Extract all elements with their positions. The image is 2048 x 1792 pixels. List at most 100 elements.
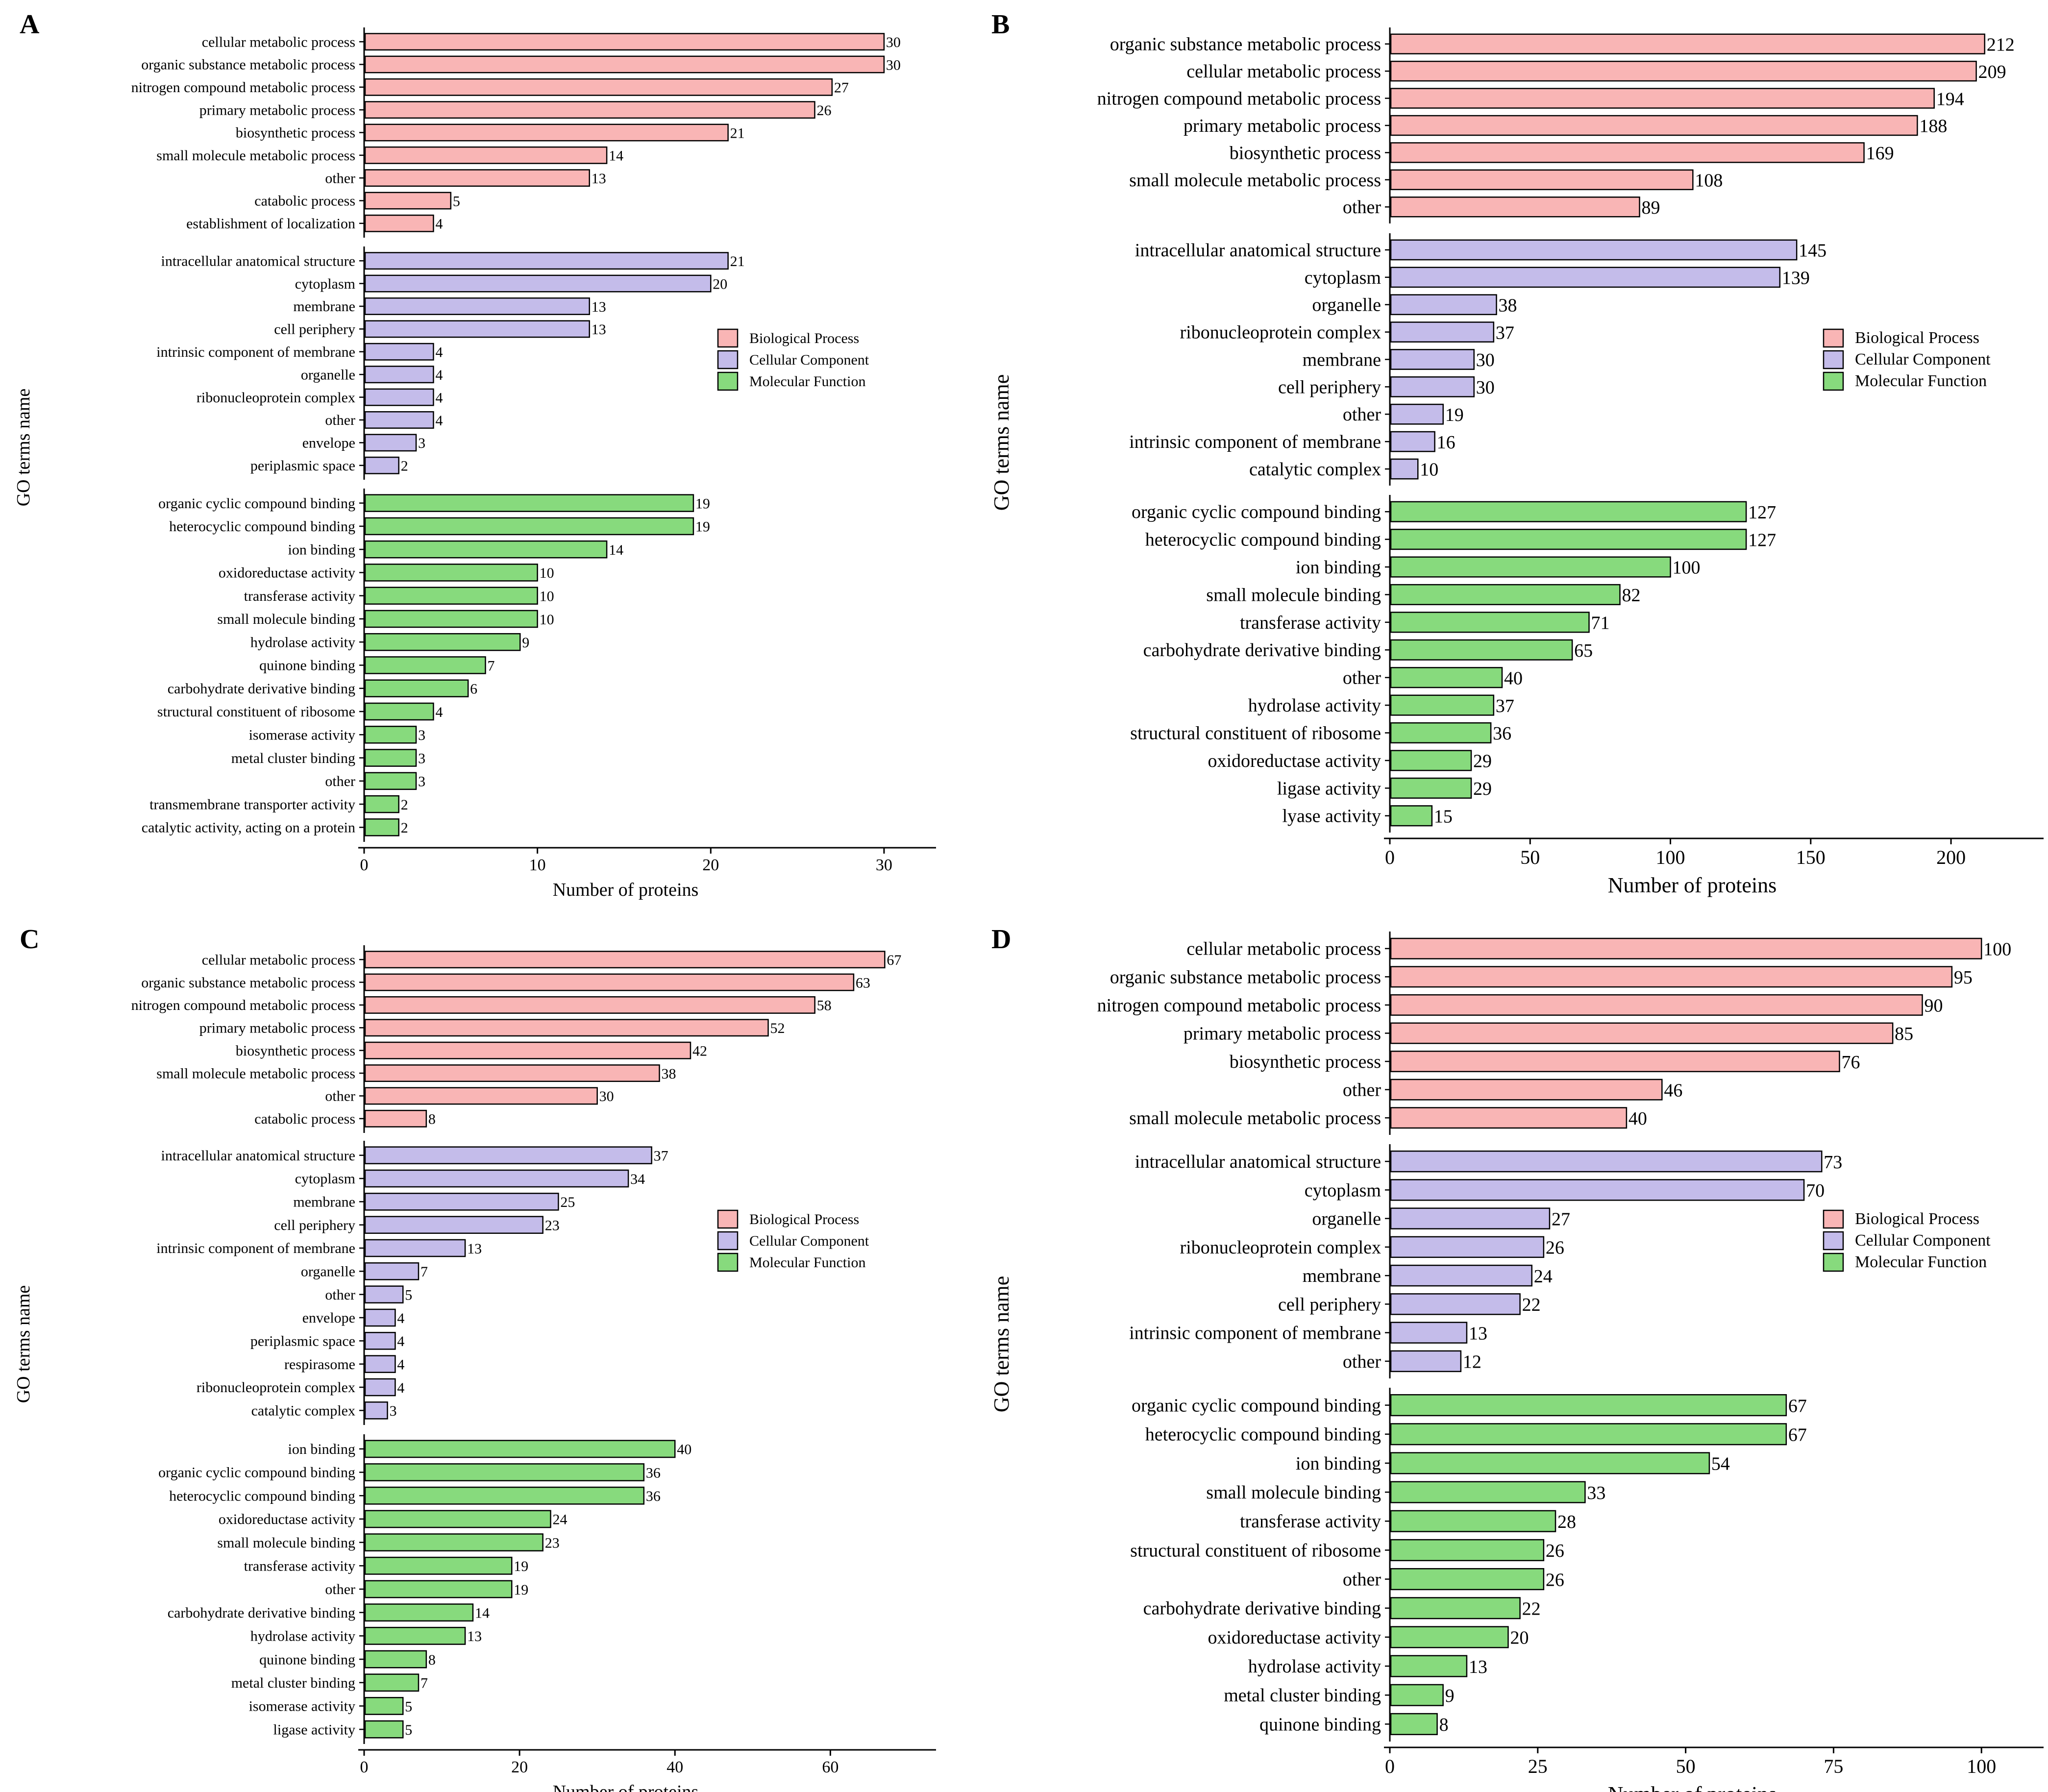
category-label: organelle bbox=[301, 367, 355, 383]
bar bbox=[1390, 1293, 1521, 1315]
value-label: 37 bbox=[1496, 696, 1514, 716]
category-label: ion binding bbox=[1296, 557, 1381, 578]
bar bbox=[364, 169, 590, 187]
panel-letter: A bbox=[20, 9, 40, 40]
bar bbox=[364, 1580, 513, 1598]
bar bbox=[364, 366, 434, 384]
x-tick-label: 100 bbox=[1656, 846, 1685, 868]
bar bbox=[364, 1697, 404, 1715]
value-label: 8 bbox=[428, 1111, 436, 1128]
category-label: intracellular anatomical structure bbox=[161, 253, 355, 269]
chart-panel-d: D GO terms name cellular metabolic process… bbox=[989, 924, 2044, 1792]
value-label: 24 bbox=[1534, 1266, 1553, 1287]
bar bbox=[364, 146, 608, 164]
x-tick-label: 10 bbox=[529, 856, 546, 874]
value-label: 139 bbox=[1782, 268, 1810, 289]
value-label: 29 bbox=[1473, 751, 1492, 772]
legend-swatch-cellular-component bbox=[1823, 350, 1844, 369]
value-label: 19 bbox=[1445, 405, 1464, 425]
value-label: 21 bbox=[730, 125, 745, 141]
bar bbox=[1390, 501, 1747, 522]
value-label: 67 bbox=[887, 952, 901, 968]
value-label: 194 bbox=[1936, 89, 1964, 109]
bar bbox=[1390, 937, 1982, 959]
value-label: 26 bbox=[1546, 1541, 1564, 1561]
value-label: 5 bbox=[453, 193, 460, 209]
chart-panel-c: C GO terms name cellular metabolic process… bbox=[13, 924, 936, 1792]
category-label: structural constituent of ribosome bbox=[1130, 723, 1381, 743]
value-label: 4 bbox=[435, 390, 443, 406]
value-label: 26 bbox=[1546, 1570, 1564, 1590]
category-label: ligase activity bbox=[273, 1721, 355, 1738]
value-label: 8 bbox=[428, 1652, 436, 1668]
category-label: heterocyclic compound binding bbox=[1145, 1424, 1381, 1445]
bar bbox=[1390, 1481, 1586, 1503]
bar bbox=[1390, 1626, 1509, 1648]
value-label: 8 bbox=[1439, 1715, 1449, 1735]
category-label: other bbox=[325, 1088, 355, 1105]
legend-label-biological-process: Biological Process bbox=[749, 330, 859, 346]
value-label: 16 bbox=[1437, 432, 1456, 453]
value-label: 2 bbox=[401, 458, 408, 474]
category-label: cellular metabolic process bbox=[202, 952, 355, 968]
value-label: 19 bbox=[695, 519, 710, 535]
bar bbox=[364, 343, 434, 361]
bar bbox=[364, 587, 538, 605]
x-axis-title: Number of proteins bbox=[1608, 1782, 1777, 1792]
value-label: 36 bbox=[646, 1465, 661, 1481]
bar bbox=[364, 1440, 676, 1458]
category-label: metal cluster binding bbox=[231, 750, 355, 766]
legend-swatch-cellular-component bbox=[717, 350, 739, 369]
value-label: 73 bbox=[1824, 1152, 1842, 1173]
bar bbox=[364, 1193, 559, 1211]
bar bbox=[364, 192, 452, 210]
bar bbox=[364, 214, 434, 232]
category-label: ligase activity bbox=[1277, 778, 1381, 799]
legend-swatch-biological-process bbox=[717, 1209, 739, 1229]
bar bbox=[1390, 556, 1671, 578]
legend-swatch-molecular-function bbox=[1823, 1252, 1844, 1272]
category-label: organic substance metabolic process bbox=[1110, 967, 1381, 987]
bar bbox=[364, 1603, 474, 1622]
category-label: catalytic complex bbox=[1249, 459, 1381, 480]
category-label: other bbox=[325, 1581, 355, 1597]
category-label: carbohydrate derivative binding bbox=[168, 681, 355, 697]
x-tick-label: 75 bbox=[1824, 1755, 1843, 1777]
category-label: other bbox=[1343, 404, 1381, 425]
bar bbox=[364, 320, 590, 338]
bar bbox=[364, 1533, 543, 1552]
category-label: membrane bbox=[293, 1194, 355, 1210]
value-label: 3 bbox=[418, 727, 425, 743]
category-label: carbohydrate derivative binding bbox=[1143, 1598, 1381, 1619]
value-label: 26 bbox=[1546, 1238, 1564, 1258]
legend-swatch-molecular-function bbox=[717, 371, 739, 391]
x-axis-title: Number of proteins bbox=[1608, 873, 1777, 897]
category-label: other bbox=[325, 773, 355, 789]
value-label: 20 bbox=[713, 276, 727, 292]
bar bbox=[364, 772, 417, 790]
value-label: 76 bbox=[1842, 1052, 1860, 1073]
legend-label-molecular-function: Molecular Function bbox=[749, 373, 865, 390]
category-label: biosynthetic process bbox=[1230, 1052, 1381, 1072]
legend-label-cellular-component: Cellular Component bbox=[1855, 350, 1991, 368]
bar bbox=[1390, 169, 1694, 191]
bar bbox=[1390, 321, 1495, 343]
bar bbox=[1390, 1322, 1468, 1344]
category-label: transmembrane transporter activity bbox=[149, 796, 355, 812]
value-label: 89 bbox=[1642, 197, 1660, 218]
bar bbox=[364, 656, 486, 674]
bar bbox=[1390, 750, 1472, 771]
category-label: organic cyclic compound binding bbox=[158, 1465, 355, 1481]
legend-label-biological-process: Biological Process bbox=[749, 1211, 859, 1227]
value-label: 12 bbox=[1463, 1352, 1481, 1373]
category-label: intrinsic component of membrane bbox=[156, 344, 355, 360]
value-label: 14 bbox=[609, 542, 623, 558]
value-label: 23 bbox=[545, 1535, 560, 1551]
value-label: 5 bbox=[405, 1722, 412, 1738]
category-label: intracellular anatomical structure bbox=[1135, 240, 1381, 261]
category-label: transferase activity bbox=[1240, 1511, 1381, 1532]
value-label: 71 bbox=[1591, 613, 1609, 634]
category-label: nitrogen compound metabolic process bbox=[1097, 88, 1381, 109]
bar bbox=[364, 456, 399, 474]
bar bbox=[1390, 60, 1977, 82]
